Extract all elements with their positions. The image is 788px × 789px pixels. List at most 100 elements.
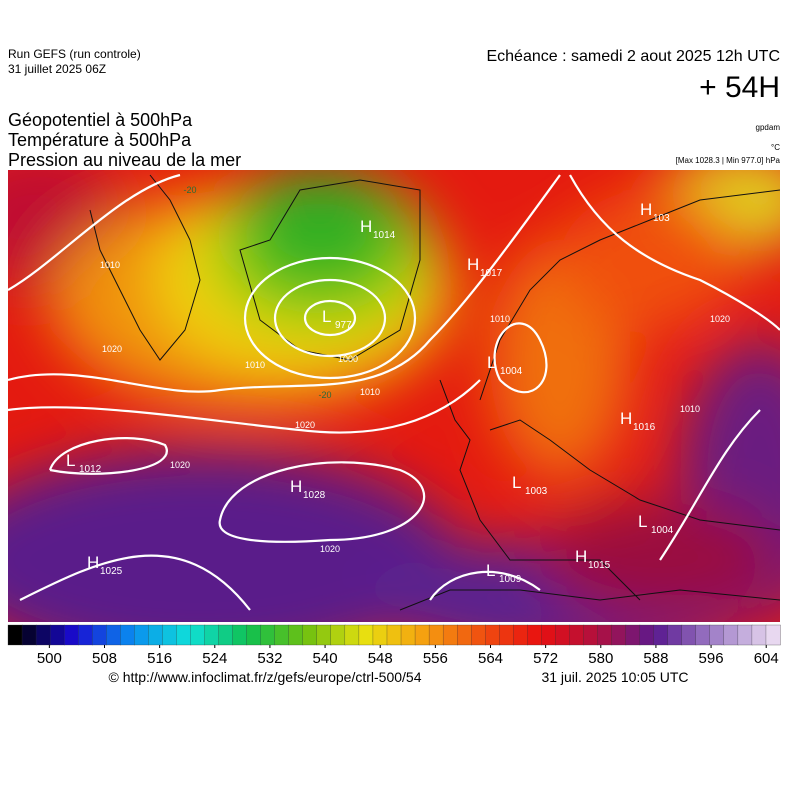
colorbar-swatch xyxy=(316,624,332,646)
colorbar-swatch xyxy=(120,624,135,646)
colorbar-swatch xyxy=(737,624,753,646)
colorbar-swatch xyxy=(541,624,557,646)
colorbar-swatch xyxy=(274,624,290,646)
colorbar-swatch xyxy=(611,624,627,646)
center-type: H xyxy=(87,553,99,572)
run-label: Run GEFS (run controle) xyxy=(8,47,141,61)
colorbar-swatch xyxy=(555,624,571,646)
isobar-label: 1010 xyxy=(490,314,510,324)
center-value: 1025 xyxy=(100,566,123,577)
center-type: L xyxy=(512,473,521,492)
unit-label: [Max 1028.3 | Min 977.0] hPa xyxy=(676,156,781,165)
colorbar-swatch xyxy=(190,624,206,646)
colorbar-label: 508 xyxy=(92,650,117,667)
colorbar-swatch xyxy=(35,624,51,646)
colorbar-swatch xyxy=(569,624,585,646)
colorbar-swatch xyxy=(386,624,402,646)
isobar-label: 1010 xyxy=(680,404,700,414)
colorbar-swatch xyxy=(134,624,150,646)
center-value: 1014 xyxy=(373,230,396,241)
colorbar-swatch xyxy=(372,624,388,646)
colorbar-label: 548 xyxy=(368,650,393,667)
colorbar-swatch xyxy=(499,624,514,646)
colorbar-swatch xyxy=(471,624,486,646)
colorbar-label: 556 xyxy=(423,650,448,667)
colorbar-swatch xyxy=(358,624,374,646)
colorbar-swatch xyxy=(681,624,697,646)
center-type: H xyxy=(575,547,587,566)
colorbar-swatch xyxy=(246,624,262,646)
colorbar-swatch xyxy=(78,624,93,646)
colorbar-swatch xyxy=(162,624,178,646)
colorbar-swatch xyxy=(63,624,79,646)
colorbar-swatch xyxy=(765,624,781,646)
isobar-label: 1020 xyxy=(102,344,122,354)
center-type: H xyxy=(467,255,479,274)
colorbar-swatch xyxy=(709,624,725,646)
colorbar-label: 532 xyxy=(257,650,282,667)
colorbar-swatch xyxy=(21,624,37,646)
center-value: 1016 xyxy=(633,422,656,433)
colorbar: 500 508 516 524 532 540 548 556 564 572 580 588 596 6… xyxy=(7,624,781,667)
colorbar-swatch xyxy=(457,624,472,646)
colorbar-label: 604 xyxy=(754,650,779,667)
colorbar-swatch xyxy=(218,624,234,646)
temperature-label: -20 xyxy=(318,390,331,400)
colorbar-swatch xyxy=(106,624,121,646)
unit-label: °C xyxy=(771,143,780,152)
isobar-label: 1010 xyxy=(245,360,265,370)
colorbar-swatch xyxy=(400,624,416,646)
center-type: H xyxy=(640,200,652,219)
lead-time: + 54H xyxy=(699,71,780,104)
colorbar-swatch xyxy=(344,624,360,646)
colorbar-swatch xyxy=(204,624,220,646)
field-title: Géopotentiel à 500hPa xyxy=(8,110,193,130)
colorbar-label: 540 xyxy=(313,650,338,667)
center-value: 103 xyxy=(653,213,670,224)
center-value: 1015 xyxy=(588,560,611,571)
center-type: L xyxy=(322,307,331,326)
field-title: Température à 500hPa xyxy=(8,130,192,150)
temperature-label: -20 xyxy=(183,185,196,195)
colorbar-swatch xyxy=(414,624,430,646)
center-value: 1012 xyxy=(79,464,102,475)
isobar-label: 1020 xyxy=(320,544,340,554)
colorbar-swatch xyxy=(751,624,767,646)
isobar-label: 1020 xyxy=(295,420,315,430)
colorbar-swatch xyxy=(330,624,346,646)
center-value: 977 xyxy=(335,320,352,331)
colorbar-swatch xyxy=(653,624,669,646)
coastlines xyxy=(89,174,780,611)
isobar-label: 1010 xyxy=(360,387,380,397)
colorbar-swatch xyxy=(176,624,192,646)
center-value: 1004 xyxy=(651,525,674,536)
run-date: 31 juillet 2025 06Z xyxy=(8,62,106,76)
colorbar-swatch xyxy=(667,624,683,646)
colorbar-swatch xyxy=(723,624,739,646)
center-type: H xyxy=(290,477,302,496)
field-title: Pression au niveau de la mer xyxy=(8,150,241,170)
colorbar-label: 516 xyxy=(147,650,172,667)
colorbar-swatch xyxy=(302,624,318,646)
valid-time: Echéance : samedi 2 aout 2025 12h UTC xyxy=(486,48,780,65)
colorbar-label: 572 xyxy=(533,650,558,667)
center-type: H xyxy=(620,409,632,428)
colorbar-swatch xyxy=(583,624,599,646)
center-value: 1009 xyxy=(499,574,522,585)
source-credit: © http://www.infoclimat.fr/z/gefs/europe… xyxy=(108,669,421,685)
colorbar-swatch xyxy=(442,624,458,646)
center-value: 1017 xyxy=(480,268,503,279)
isobar-label: 1000 xyxy=(338,354,358,364)
isobar-label: 1020 xyxy=(710,314,730,324)
colorbar-label: 588 xyxy=(643,650,668,667)
colorbar-swatch xyxy=(695,624,711,646)
colorbar-label: 500 xyxy=(37,650,62,667)
colorbar-swatch xyxy=(148,624,164,646)
center-type: L xyxy=(638,512,647,531)
center-type: L xyxy=(66,451,75,470)
colorbar-swatch xyxy=(49,624,65,646)
generated-time: 31 juil. 2025 10:05 UTC xyxy=(541,669,688,685)
center-value: 1004 xyxy=(500,366,523,377)
